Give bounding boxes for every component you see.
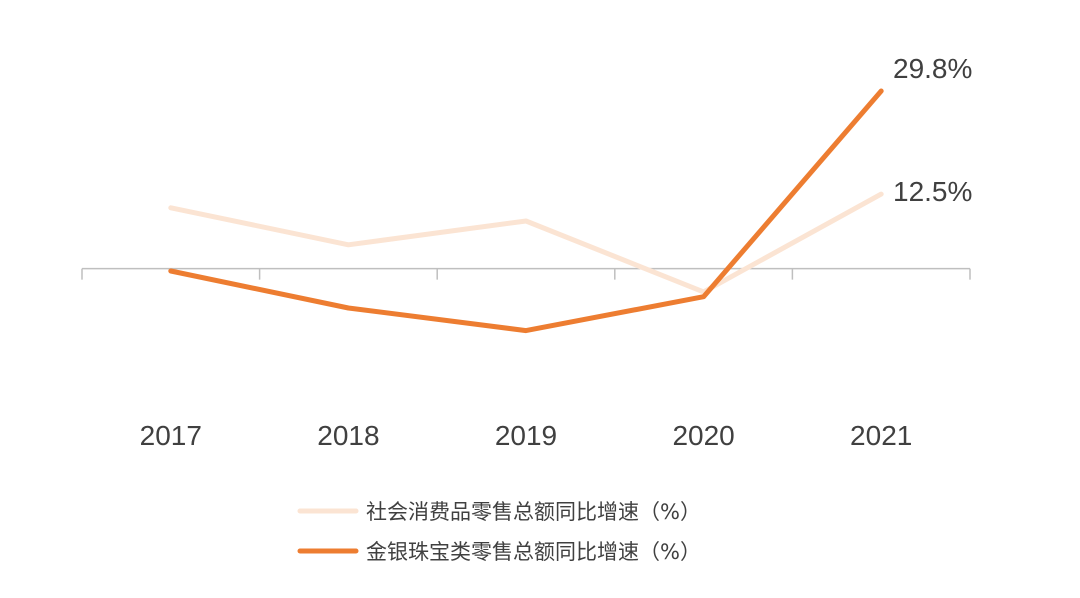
x-axis-tick-labels: 2017 2018 2019 2020 2021	[140, 420, 913, 451]
legend-label-jewelry: 金银珠宝类零售总额同比增速（%）	[366, 540, 701, 564]
series-line-retail	[168, 191, 884, 295]
x-tick-label-2021: 2021	[850, 420, 912, 451]
legend: 社会消费品零售总额同比增速（%） 金银珠宝类零售总额同比增速（%）	[297, 500, 701, 564]
data-label-jewelry-2021: 29.8%	[893, 53, 972, 84]
x-tick-label-2018: 2018	[317, 420, 379, 451]
data-labels: 29.8% 12.5%	[893, 53, 972, 207]
x-axis-ticks	[81, 268, 971, 280]
x-tick-label-2019: 2019	[495, 420, 557, 451]
legend-item-jewelry: 金银珠宝类零售总额同比增速（%）	[297, 540, 701, 564]
x-tick-label-2017: 2017	[140, 420, 202, 451]
series-lines	[168, 88, 884, 334]
legend-label-retail: 社会消费品零售总额同比增速（%）	[366, 500, 701, 524]
series-line-jewelry	[168, 88, 884, 334]
x-tick-label-2020: 2020	[672, 420, 734, 451]
data-label-retail-2021: 12.5%	[893, 176, 972, 207]
legend-item-retail: 社会消费品零售总额同比增速（%）	[297, 500, 701, 524]
